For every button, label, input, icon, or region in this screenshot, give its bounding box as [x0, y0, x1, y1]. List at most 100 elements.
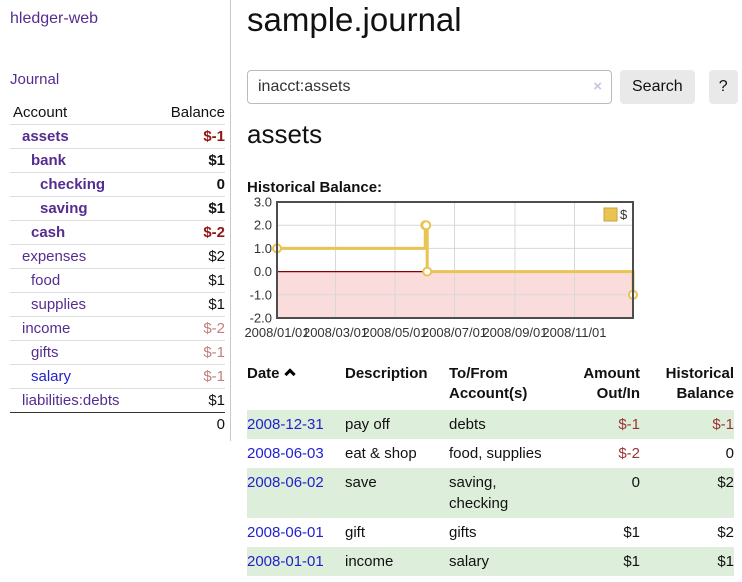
accounts-header-balance: Balance	[170, 104, 225, 121]
accounts-total-row: 0	[10, 412, 225, 436]
svg-text:$: $	[620, 207, 628, 222]
register-amount: $-1	[618, 416, 640, 433]
register-balance: $2	[717, 524, 734, 541]
account-row: income $-2	[10, 316, 225, 341]
account-row: liabilities:debts $1	[10, 388, 225, 413]
help-button[interactable]: ?	[708, 70, 738, 104]
account-link[interactable]: supplies	[31, 296, 87, 313]
account-row: supplies $1	[10, 292, 225, 317]
accounts-total-spacer	[10, 412, 154, 436]
account-link[interactable]: bank	[31, 152, 67, 169]
register-amount: $-2	[618, 445, 640, 462]
register-row: 2008-01-01 income salary $1 $1	[247, 547, 734, 576]
account-balance: 0	[153, 172, 225, 197]
sort-ascending-icon	[283, 368, 296, 380]
svg-text:2.0: 2.0	[254, 218, 272, 233]
accounts-total-value: 0	[153, 412, 225, 436]
chart-section-label: Historical Balance:	[247, 179, 383, 196]
clear-search-icon[interactable]: ×	[593, 78, 602, 95]
svg-text:3.0: 3.0	[254, 196, 272, 210]
register-description: gift	[345, 524, 366, 541]
register-accounts: food, supplies	[449, 445, 542, 462]
app-title-link[interactable]: hledger-web	[10, 10, 99, 27]
register-accounts: saving, checking	[449, 474, 509, 512]
account-balance: $-2	[153, 220, 225, 245]
register-amount: 0	[631, 474, 640, 491]
account-link[interactable]: income	[22, 320, 71, 337]
svg-text:2008/11/01: 2008/11/01	[542, 325, 606, 340]
account-balance: $-1	[153, 340, 225, 365]
search-form: × Search ?	[247, 70, 738, 104]
register-date-link[interactable]: 2008-12-31	[247, 416, 324, 433]
svg-text:2008/09/01: 2008/09/01	[482, 325, 547, 340]
register-header-description: Description	[345, 365, 428, 382]
register-balance: $-1	[712, 416, 734, 433]
svg-text:0.0: 0.0	[254, 264, 272, 279]
register-accounts: salary	[449, 553, 490, 570]
register-date-link[interactable]: 2008-01-01	[247, 553, 324, 570]
register-amount: $1	[623, 553, 640, 570]
account-link[interactable]: cash	[31, 224, 66, 241]
register-description: pay off	[345, 416, 390, 433]
accounts-header-row: Account Balance	[10, 101, 225, 125]
account-row: salary $-1	[10, 364, 225, 389]
search-input[interactable]	[247, 70, 612, 104]
account-balance: $-2	[153, 316, 225, 341]
register-header-accounts: To/From Account(s)	[449, 365, 528, 402]
account-link[interactable]: liabilities:debts	[22, 392, 120, 409]
svg-text:1.0: 1.0	[254, 241, 272, 256]
accounts-header-account: Account	[13, 104, 68, 121]
account-balance: $-1	[153, 364, 225, 389]
account-balance: $1	[153, 148, 225, 173]
historical-balance-chart: $3.0 2.0 1.0 0.0 -1.0 -2.0 2008/01/01 2008/03/0…	[244, 195, 742, 346]
register-balance: 0	[725, 445, 734, 462]
svg-text:-1.0: -1.0	[250, 287, 272, 302]
register-date-link[interactable]: 2008-06-01	[247, 524, 324, 541]
account-link[interactable]: food	[31, 272, 61, 289]
register-date-link[interactable]: 2008-06-02	[247, 474, 324, 491]
register-balance: $2	[717, 474, 734, 491]
register-header-date[interactable]: Date	[247, 362, 345, 410]
svg-text:2008/07/01: 2008/07/01	[422, 325, 487, 340]
register-date-link[interactable]: 2008-06-03	[247, 445, 324, 462]
account-row: saving $1	[10, 196, 225, 221]
account-row: expenses $2	[10, 244, 225, 269]
search-button[interactable]: Search	[620, 70, 695, 104]
svg-text:2008/03/01: 2008/03/01	[303, 325, 368, 340]
register-description: income	[345, 553, 394, 570]
account-balance: $1	[153, 292, 225, 317]
account-link[interactable]: gifts	[31, 344, 59, 361]
account-row: checking 0	[10, 172, 225, 197]
accounts-table: Account Balance assets $-1 bank $1 checking 0…	[10, 101, 225, 436]
register-accounts: debts	[449, 416, 486, 433]
register-row: 2008-06-02 save saving, checking 0 $2	[247, 468, 734, 518]
account-link[interactable]: salary	[31, 368, 72, 385]
account-link[interactable]: checking	[40, 176, 106, 193]
account-row: assets $-1	[10, 124, 225, 149]
account-link[interactable]: saving	[40, 200, 88, 217]
register-amount: $1	[623, 524, 640, 541]
account-balance: $2	[153, 244, 225, 269]
sidebar: hledger-web Journal Account Balance asse…	[0, 0, 231, 441]
account-link[interactable]: assets	[22, 128, 69, 145]
account-row: bank $1	[10, 148, 225, 173]
register-balance: $1	[717, 553, 734, 570]
nav-journal-link[interactable]: Journal	[10, 71, 60, 88]
svg-text:2008/05/01: 2008/05/01	[362, 325, 427, 340]
svg-text:2008/01/01: 2008/01/01	[244, 325, 309, 340]
register-accounts: gifts	[449, 524, 477, 541]
account-balance: $1	[153, 388, 225, 413]
register-description: eat & shop	[345, 445, 417, 462]
account-heading: assets	[247, 119, 323, 149]
account-balance: $-1	[153, 124, 225, 149]
account-link[interactable]: expenses	[22, 248, 87, 265]
register-row: 2008-06-01 gift gifts $1 $2	[247, 518, 734, 547]
svg-text:-2.0: -2.0	[250, 311, 272, 326]
register-row: 2008-06-03 eat & shop food, supplies $-2 0	[247, 439, 734, 468]
account-row: cash $-2	[10, 220, 225, 245]
register-header-date-label: Date	[247, 365, 280, 382]
page-title: sample.journal	[247, 1, 462, 38]
register-header-row: Date Description To/From Account(s) Amou…	[247, 362, 734, 410]
account-row: food $1	[10, 268, 225, 293]
register-header-amount: Amount Out/In	[583, 365, 640, 402]
